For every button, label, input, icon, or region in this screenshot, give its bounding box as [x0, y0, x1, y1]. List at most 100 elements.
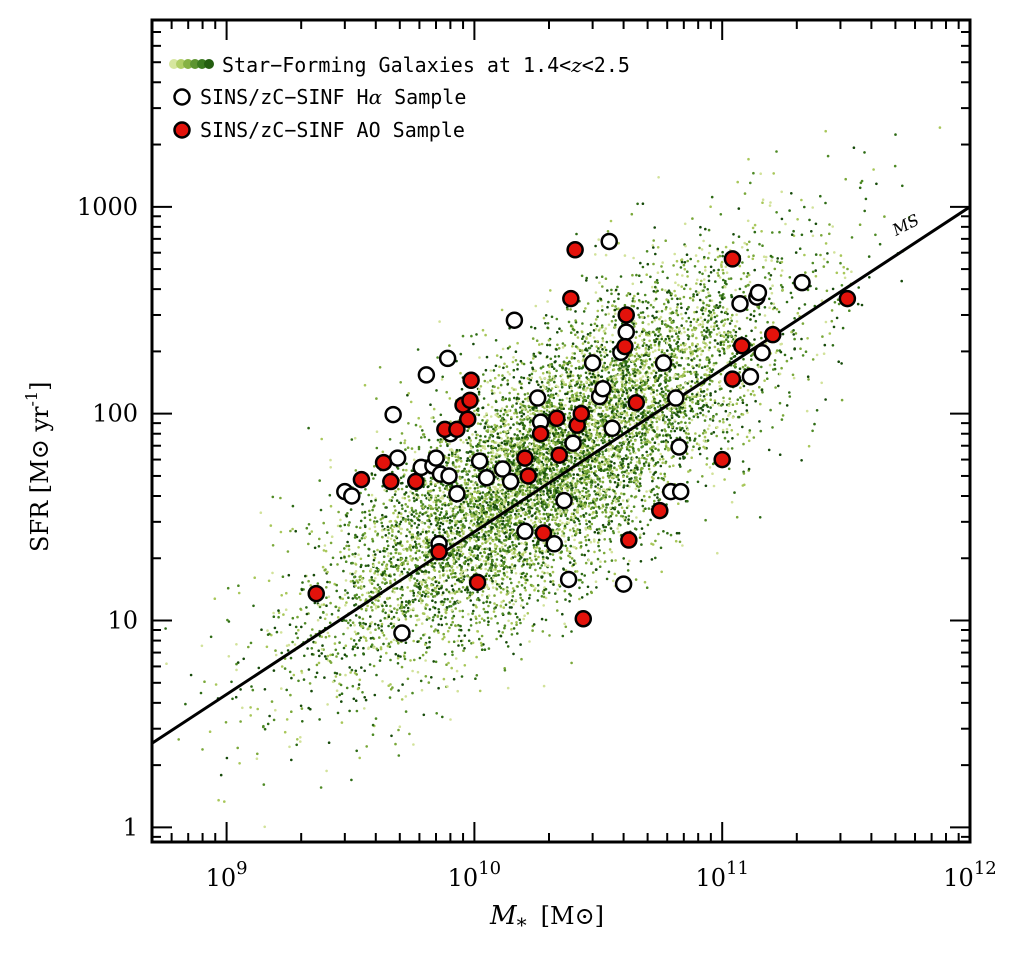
background-galaxy-point [283, 667, 287, 670]
background-galaxy-point [487, 647, 491, 650]
background-galaxy-point [363, 524, 367, 527]
background-galaxy-point [388, 645, 392, 648]
background-galaxy-point [739, 277, 743, 281]
background-galaxy-point [538, 475, 542, 479]
background-galaxy-point [412, 458, 416, 462]
background-galaxy-point [448, 569, 452, 572]
background-galaxy-point [488, 548, 492, 552]
background-galaxy-point [428, 608, 432, 611]
background-galaxy-point [658, 458, 662, 461]
background-galaxy-point [643, 293, 647, 297]
background-galaxy-point [690, 407, 694, 411]
background-galaxy-point [753, 338, 756, 341]
background-galaxy-point [520, 584, 524, 587]
background-galaxy-point [267, 579, 271, 583]
background-galaxy-point [662, 302, 666, 306]
background-galaxy-point [508, 566, 512, 569]
background-galaxy-point [494, 400, 498, 404]
background-galaxy-point [610, 288, 613, 292]
background-galaxy-point [645, 586, 649, 589]
background-galaxy-point [448, 521, 452, 525]
background-galaxy-point [237, 591, 241, 595]
background-galaxy-point [500, 559, 503, 562]
background-galaxy-point [512, 459, 516, 462]
background-galaxy-point [647, 462, 651, 465]
background-galaxy-point [760, 388, 764, 392]
background-galaxy-point [580, 596, 584, 599]
background-galaxy-point [610, 520, 614, 523]
background-galaxy-point [506, 347, 510, 350]
background-galaxy-point [431, 507, 435, 511]
background-galaxy-point [477, 390, 481, 394]
background-galaxy-point [663, 352, 666, 355]
background-galaxy-point [712, 311, 716, 315]
background-galaxy-point [646, 314, 650, 318]
background-galaxy-point [375, 673, 378, 677]
background-galaxy-point [701, 325, 704, 329]
background-galaxy-point [405, 462, 408, 466]
background-galaxy-point [578, 528, 582, 532]
background-galaxy-point [659, 546, 663, 550]
background-galaxy-point [456, 526, 460, 530]
background-galaxy-point [453, 536, 457, 540]
background-galaxy-point [588, 372, 592, 375]
background-galaxy-point [373, 473, 377, 477]
background-galaxy-point [550, 565, 554, 569]
background-galaxy-point [569, 374, 572, 378]
background-galaxy-point [750, 358, 753, 361]
background-galaxy-point [354, 642, 358, 646]
background-galaxy-point [384, 534, 388, 537]
background-galaxy-point [334, 648, 338, 652]
background-galaxy-point [693, 310, 696, 314]
background-galaxy-point [538, 469, 542, 473]
background-galaxy-point [489, 451, 493, 454]
background-galaxy-point [674, 329, 678, 333]
background-galaxy-point [560, 438, 564, 441]
background-galaxy-point [393, 539, 396, 542]
background-galaxy-point [750, 329, 753, 333]
background-galaxy-point [678, 457, 682, 460]
background-galaxy-point [554, 592, 557, 595]
background-galaxy-point [526, 396, 530, 400]
background-galaxy-point [741, 425, 744, 429]
background-galaxy-point [440, 440, 444, 444]
background-galaxy-point [674, 539, 678, 543]
background-galaxy-point [614, 319, 617, 322]
background-galaxy-point [401, 518, 405, 521]
background-galaxy-point [824, 201, 827, 205]
background-galaxy-point [491, 448, 494, 452]
background-galaxy-point [390, 617, 394, 621]
background-galaxy-point [742, 384, 746, 388]
background-galaxy-point [413, 450, 417, 454]
background-galaxy-point [597, 544, 600, 548]
background-galaxy-point [695, 442, 699, 446]
background-galaxy-point [546, 571, 549, 575]
background-galaxy-point [676, 313, 680, 317]
background-galaxy-point [421, 503, 425, 506]
background-galaxy-point [735, 313, 738, 317]
background-galaxy-point [660, 429, 664, 432]
background-galaxy-point [359, 636, 363, 640]
background-galaxy-point [718, 331, 721, 335]
background-galaxy-point [520, 575, 523, 579]
background-galaxy-point [641, 202, 645, 205]
background-galaxy-point [383, 616, 387, 620]
background-galaxy-point [615, 514, 618, 517]
background-galaxy-point [661, 418, 665, 422]
background-galaxy-point [597, 538, 601, 542]
background-galaxy-point [476, 449, 479, 452]
background-galaxy-point [735, 515, 739, 519]
background-galaxy-point [875, 182, 878, 186]
background-galaxy-point [322, 603, 326, 606]
background-galaxy-point [569, 370, 573, 374]
background-galaxy-point [458, 553, 462, 556]
background-galaxy-point [529, 378, 533, 382]
background-galaxy-point [636, 343, 640, 347]
background-galaxy-point [266, 629, 269, 632]
background-galaxy-point [316, 618, 320, 622]
background-galaxy-point [452, 562, 456, 565]
background-galaxy-point [635, 434, 639, 438]
background-galaxy-point [563, 431, 567, 434]
background-galaxy-point [638, 377, 642, 381]
background-galaxy-point [516, 399, 519, 403]
